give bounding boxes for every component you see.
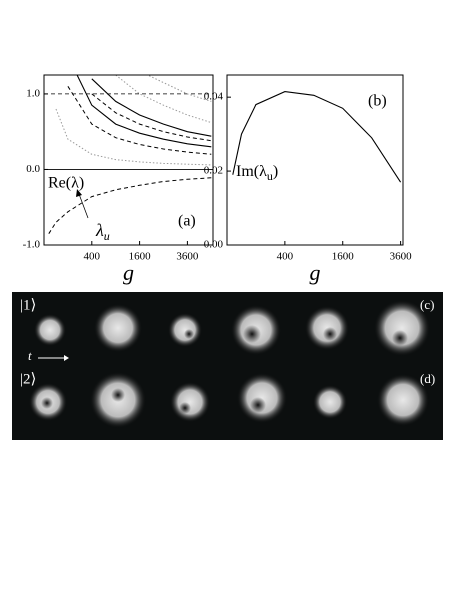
x-tick-label: 3600	[176, 251, 199, 263]
y-tick-label: 0.02	[204, 165, 223, 177]
time-arrowhead	[64, 355, 69, 361]
x-tick-label: 400	[84, 251, 101, 263]
panel-label: (d)	[420, 371, 435, 386]
annotation-sub: u	[267, 169, 273, 183]
x-tick-label: 400	[277, 251, 294, 263]
annotation-arrowhead	[76, 189, 82, 197]
annotation-text: )	[273, 163, 278, 180]
annotation: Re(λ)	[48, 175, 84, 192]
y-tick-label: 0.04	[204, 91, 224, 103]
row-label: |1⟩	[20, 297, 36, 313]
panel-label: (c)	[420, 297, 434, 312]
y-tick-label: 0.00	[204, 239, 224, 251]
x-axis-label: g	[310, 260, 321, 285]
series-line	[67, 86, 212, 155]
series-line	[48, 177, 212, 234]
plot-area	[232, 91, 402, 183]
axes-frame	[226, 74, 404, 246]
x-tick-label: 1600	[332, 251, 355, 263]
x-tick-label: 1600	[129, 251, 152, 263]
panel-label: (b)	[368, 93, 387, 110]
annotation: λu	[95, 220, 110, 243]
image-background	[12, 292, 443, 440]
plot-area	[44, 75, 213, 234]
annotation: Im(λu)	[236, 163, 278, 183]
y-tick-label: 1.0	[26, 87, 40, 99]
y-tick-label: -1.0	[23, 239, 41, 251]
panel-label: (a)	[178, 213, 196, 230]
row-label: |2⟩	[20, 371, 36, 387]
x-axis-label: g	[123, 260, 134, 285]
x-tick-label: 3600	[390, 251, 413, 263]
density-images	[29, 300, 430, 428]
series-line	[76, 75, 212, 148]
series-line	[91, 78, 212, 137]
series-line	[146, 75, 212, 102]
y-tick-label: 0.0	[26, 163, 40, 175]
annotation-sub: u	[104, 229, 110, 243]
series-line	[232, 91, 402, 183]
annotation-text: Im(λ	[236, 163, 267, 180]
annotation-text: λ	[95, 220, 104, 240]
annotation-arrow	[78, 193, 89, 219]
time-label: t	[28, 348, 32, 363]
series-line	[91, 93, 212, 142]
image-panel: |1⟩ |2⟩ (c) (d) t	[12, 292, 443, 440]
series-line	[115, 75, 212, 124]
axes-frame	[43, 74, 214, 246]
